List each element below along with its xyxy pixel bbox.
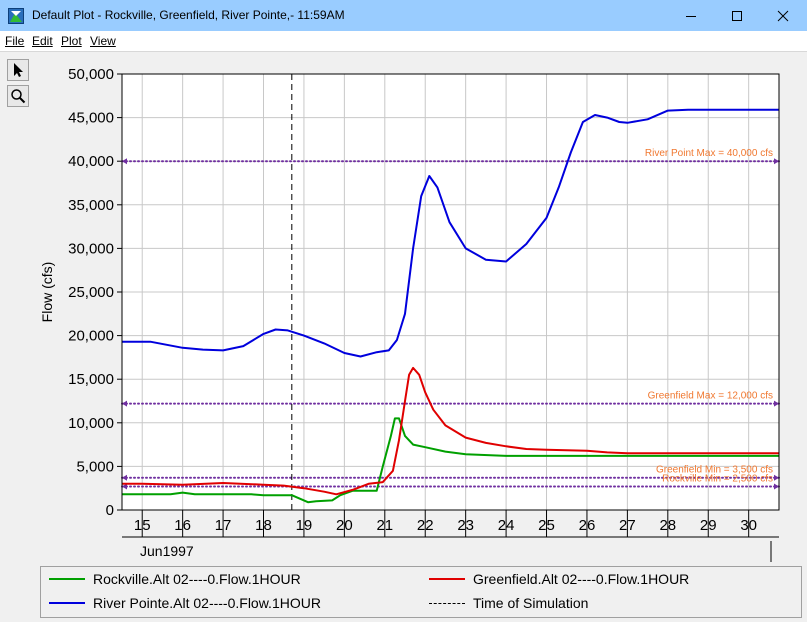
- menu-view-label: View: [90, 34, 116, 48]
- threshold-label: River Point Max = 40,000 cfs: [645, 148, 773, 159]
- legend-swatch-time-of-simulation: [429, 602, 465, 604]
- threshold-marker-left: [122, 483, 127, 490]
- x-tick-label: 21: [376, 517, 393, 534]
- x-tick-label: 26: [579, 517, 596, 534]
- y-tick-label: 30,000: [68, 240, 114, 257]
- y-tick-label: 50,000: [68, 66, 114, 83]
- y-tick-label: 35,000: [68, 197, 114, 214]
- arrow-cursor-icon: [14, 63, 23, 77]
- legend-label-river-pointe: River Pointe.Alt 02----0.Flow.1HOUR: [93, 595, 321, 611]
- y-tick-label: 0: [106, 502, 114, 519]
- zoom-tool-button[interactable]: [7, 85, 29, 107]
- x-tick-label: 15: [134, 517, 151, 534]
- legend-label-time-of-simulation: Time of Simulation: [473, 595, 589, 611]
- menu-file-label: File: [5, 34, 25, 48]
- series-line-0[interactable]: [122, 417, 779, 504]
- close-icon: [777, 10, 789, 21]
- chart-panel: 0 5,000 10,000 15,000 20,000 25,000 30,000 35,0…: [36, 52, 807, 566]
- tool-strip: [0, 52, 36, 570]
- legend-swatch-river-pointe: [49, 602, 85, 604]
- x-date-label: Jun1997: [140, 543, 194, 559]
- x-tick-label: 17: [215, 517, 232, 534]
- legend-swatch-greenfield: [429, 578, 465, 580]
- menu-bar: File Edit Plot View: [0, 31, 807, 52]
- menu-plot[interactable]: Plot: [61, 34, 82, 48]
- menu-edit-label: Edit: [32, 34, 53, 48]
- minimize-icon: [686, 15, 696, 17]
- y-axis-label: Flow (cfs): [39, 262, 55, 323]
- x-tick-label: 24: [498, 517, 515, 534]
- series-line-1[interactable]: [122, 366, 779, 496]
- threshold-label: Rockville Min = 2,500 cfs: [662, 473, 773, 484]
- legend-item-greenfield: Greenfield.Alt 02----0.Flow.1HOUR: [429, 571, 689, 587]
- plot-frame: [121, 73, 780, 511]
- window-title: Default Plot - Rockville, Greenfield, Ri…: [32, 8, 345, 22]
- legend-label-rockville: Rockville.Alt 02----0.Flow.1HOUR: [93, 571, 301, 587]
- x-tick-label: 20: [336, 517, 353, 534]
- threshold-marker-right: [774, 158, 779, 165]
- menu-view[interactable]: View: [90, 34, 116, 48]
- legend-item-river-pointe: River Pointe.Alt 02----0.Flow.1HOUR: [49, 595, 321, 611]
- plot-app-icon: [8, 8, 24, 24]
- y-tick-label: 15,000: [68, 371, 114, 388]
- x-tick-label: 19: [296, 517, 313, 534]
- minimize-button[interactable]: [668, 0, 714, 31]
- threshold-marker-right: [774, 483, 779, 490]
- legend-label-greenfield: Greenfield.Alt 02----0.Flow.1HOUR: [473, 571, 690, 587]
- threshold-marker-right: [774, 474, 779, 481]
- y-tick-label: 20,000: [68, 328, 114, 345]
- legend: Rockville.Alt 02----0.Flow.1HOUR Greenfi…: [40, 566, 802, 618]
- x-tick-label: 22: [417, 517, 434, 534]
- legend-swatch-rockville: [49, 578, 85, 580]
- x-tick-label: 27: [619, 517, 636, 534]
- x-tick-label: 23: [457, 517, 474, 534]
- menu-plot-label: Plot: [61, 34, 82, 48]
- x-tick-label: 25: [538, 517, 555, 534]
- menu-file[interactable]: File: [5, 34, 24, 48]
- threshold-marker-left: [122, 158, 127, 165]
- menu-edit[interactable]: Edit: [32, 34, 53, 48]
- x-tick-label: 16: [174, 517, 191, 534]
- y-tick-label: 25,000: [68, 284, 114, 301]
- pointer-tool-button[interactable]: [7, 59, 29, 81]
- legend-item-rockville: Rockville.Alt 02----0.Flow.1HOUR: [49, 571, 301, 587]
- x-tick-label: 18: [255, 517, 272, 534]
- threshold-marker-right: [774, 400, 779, 407]
- x-tick-label: 30: [740, 517, 757, 534]
- close-button[interactable]: [760, 0, 806, 31]
- series-line-2[interactable]: [122, 108, 779, 358]
- y-tick-label: 40,000: [68, 153, 114, 170]
- maximize-button[interactable]: [714, 0, 760, 31]
- legend-item-time-of-simulation: Time of Simulation: [429, 595, 588, 611]
- threshold-label: Greenfield Min = 3,500 cfs: [656, 465, 773, 476]
- y-tick-label: 10,000: [68, 415, 114, 432]
- y-tick-label: 5,000: [76, 458, 114, 475]
- threshold-label: Greenfield Max = 12,000 cfs: [648, 391, 773, 402]
- x-tick-label: 28: [659, 517, 676, 534]
- threshold-marker-left: [122, 400, 127, 407]
- x-tick-label: 29: [700, 517, 717, 534]
- y-tick-label: 45,000: [68, 110, 114, 127]
- title-bar: Default Plot - Rockville, Greenfield, Ri…: [0, 0, 807, 31]
- maximize-icon: [732, 10, 742, 21]
- threshold-marker-left: [122, 474, 127, 481]
- magnifier-icon: [11, 89, 26, 104]
- flow-chart[interactable]: 0 5,000 10,000 15,000 20,000 25,000 30,000 35,0…: [36, 52, 807, 566]
